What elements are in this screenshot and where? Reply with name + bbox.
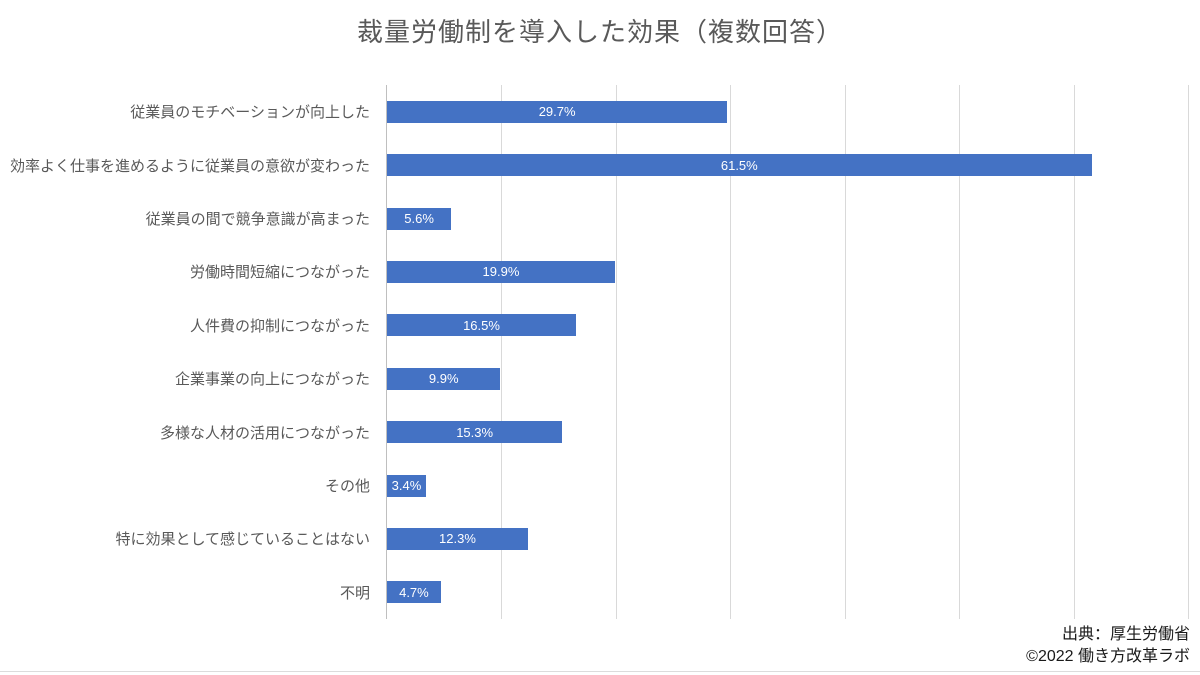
bar: 29.7% — [387, 100, 728, 123]
source-attribution: 出典：厚生労働省 ©2022 働き方改革ラボ — [1026, 624, 1190, 669]
bar-track: 5.6% — [387, 207, 1189, 230]
bar-rows-container: 従業員のモチベーションが向上した 29.7% 効率よく仕事を進めるように従業員の… — [0, 85, 1200, 619]
bar-track: 3.4% — [387, 474, 1189, 497]
bar-value-label: 12.3% — [439, 531, 476, 547]
bar-value-label: 4.7% — [399, 584, 429, 600]
bar-value-label: 29.7% — [538, 104, 576, 120]
category-label: 労働時間短縮につながった — [189, 264, 370, 282]
category-label: 特に効果として感じていることはない — [115, 531, 370, 549]
bar-row: 多様な人材の活用につながった 15.3% — [0, 405, 1200, 458]
gridline-30 — [730, 85, 732, 619]
bar-track: 19.9% — [387, 260, 1189, 283]
bar-row: 労働時間短縮につながった 19.9% — [0, 245, 1200, 298]
gridline-10 — [501, 85, 503, 619]
category-label: 従業員の間で競争意識が高まった — [145, 211, 370, 229]
bar-track: 61.5% — [387, 154, 1189, 177]
bar: 61.5% — [387, 154, 1092, 177]
bar-track: 29.7% — [387, 100, 1189, 123]
bar-track: 4.7% — [387, 581, 1189, 604]
bar-row: 不明 4.7% — [0, 566, 1200, 619]
gridline-40 — [844, 85, 846, 619]
bar: 3.4% — [387, 474, 426, 497]
category-label: 人件費の抑制につながった — [189, 317, 370, 335]
source-text: 出典：厚生労働省 — [1061, 625, 1190, 643]
gridline-60 — [1073, 85, 1075, 619]
bar-row: その他 3.4% — [0, 459, 1200, 512]
bar: 4.7% — [387, 581, 441, 604]
bar-value-label: 9.9% — [428, 371, 459, 387]
category-label: 効率よく仕事を進めるように従業員の意欲が変わった — [9, 157, 370, 175]
bar-track: 15.3% — [387, 421, 1189, 444]
plot-area: 従業員のモチベーションが向上した 29.7% 効率よく仕事を進めるように従業員の… — [0, 85, 1200, 619]
bar-track: 12.3% — [387, 527, 1189, 550]
bar: 9.9% — [387, 367, 501, 390]
bar-track: 16.5% — [387, 314, 1189, 337]
gridline-50 — [959, 85, 961, 619]
bar-row: 特に効果として感じていることはない 12.3% — [0, 512, 1200, 565]
category-label: 企業事業の向上につながった — [174, 371, 370, 389]
bar-value-label: 16.5% — [463, 317, 500, 333]
bar-value-label: 3.4% — [391, 478, 422, 494]
category-label: 不明 — [339, 584, 370, 602]
bar: 5.6% — [387, 207, 452, 230]
bar-value-label: 61.5% — [720, 157, 758, 173]
bar: 16.5% — [387, 314, 577, 337]
bottom-divider — [0, 671, 1200, 672]
category-label: 多様な人材の活用につながった — [159, 424, 370, 442]
gridline-20 — [615, 85, 617, 619]
bar-value-label: 5.6% — [404, 211, 434, 227]
bar-track: 9.9% — [387, 367, 1189, 390]
bar-row: 従業員のモチベーションが向上した 29.7% — [0, 85, 1200, 138]
chart-title: 裁量労働制を導入した効果（複数回答） — [356, 17, 843, 47]
bar-value-label: 19.9% — [482, 264, 520, 280]
bar: 12.3% — [387, 527, 528, 550]
gridline-70 — [1188, 85, 1189, 619]
bar: 15.3% — [387, 421, 563, 444]
bar-row: 効率よく仕事を進めるように従業員の意欲が変わった 61.5% — [0, 138, 1200, 191]
category-label: その他 — [324, 478, 370, 496]
bar-row: 従業員の間で競争意識が高まった 5.6% — [0, 192, 1200, 245]
gridlines-container — [386, 85, 1189, 619]
bar-row: 企業事業の向上につながった 9.9% — [0, 352, 1200, 405]
bar-value-label: 15.3% — [456, 424, 494, 440]
category-label: 従業員のモチベーションが向上した — [130, 104, 370, 122]
bar-row: 人件費の抑制につながった 16.5% — [0, 299, 1200, 352]
bar: 19.9% — [387, 260, 615, 283]
copyright-text: ©2022 働き方改革ラボ — [1026, 648, 1190, 666]
